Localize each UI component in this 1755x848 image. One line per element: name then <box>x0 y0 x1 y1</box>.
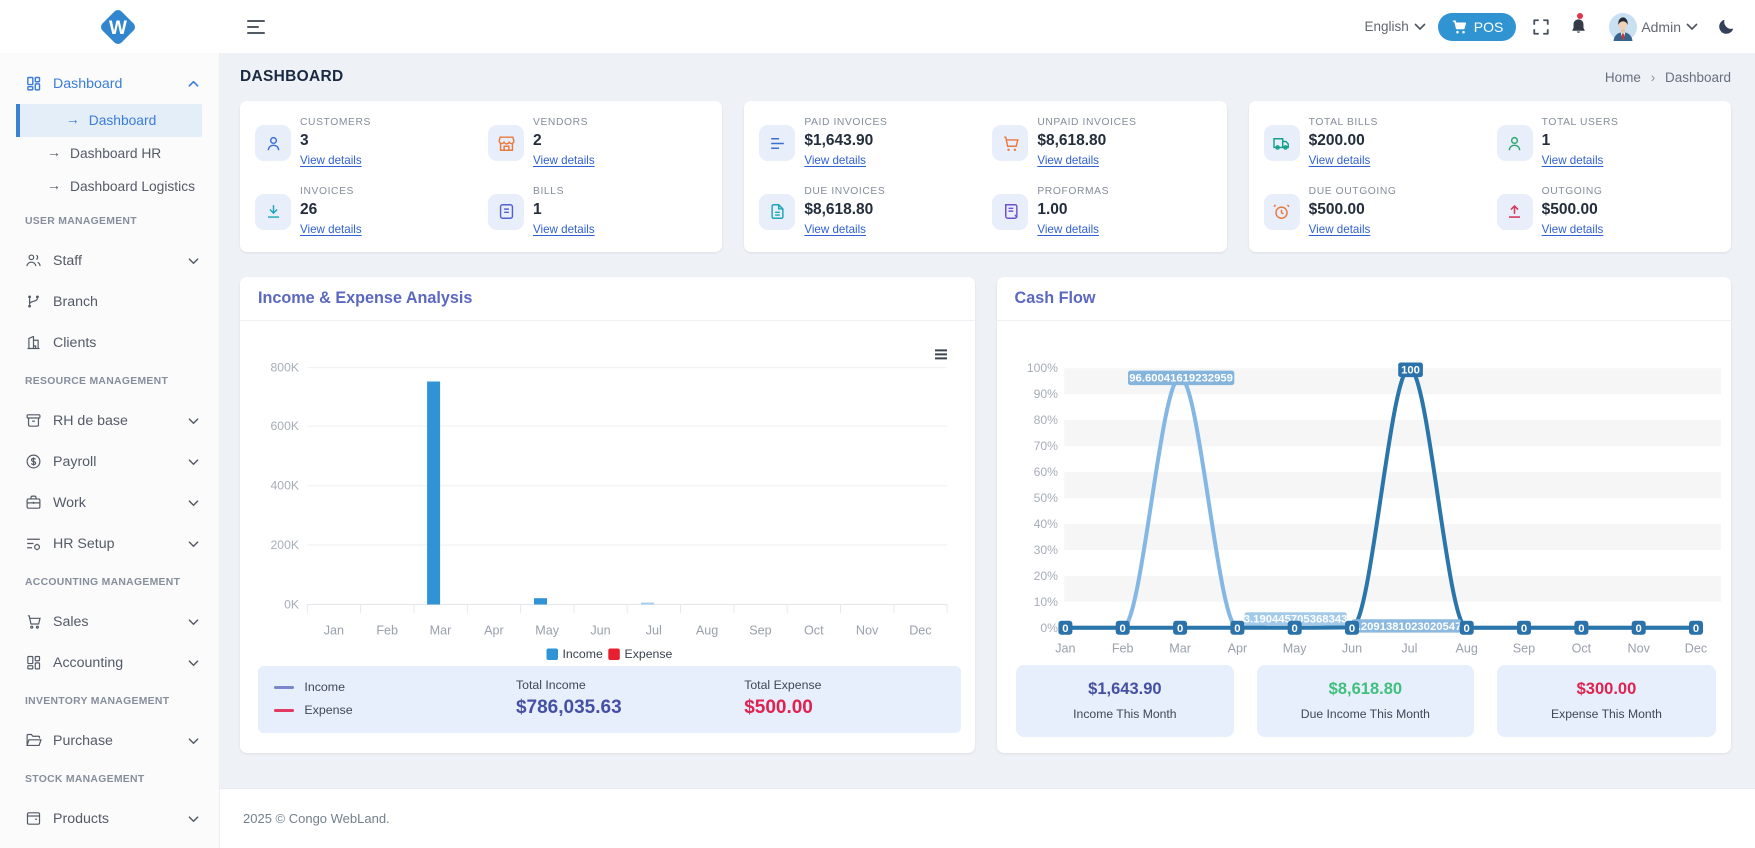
svg-text:Nov: Nov <box>856 624 879 638</box>
svg-text:May: May <box>1282 642 1306 656</box>
svg-text:Jun: Jun <box>590 624 610 638</box>
svg-text:Aug: Aug <box>1455 642 1477 656</box>
svg-text:Jun: Jun <box>1341 642 1361 656</box>
svg-text:0K: 0K <box>284 597 299 611</box>
svg-text:96.60041619232959: 96.60041619232959 <box>1129 373 1233 385</box>
svg-text:90%: 90% <box>1033 387 1058 401</box>
svg-text:0: 0 <box>1635 623 1641 635</box>
svg-text:800K: 800K <box>271 361 299 375</box>
svg-text:100%: 100% <box>1026 361 1057 375</box>
svg-text:0.2091381023020547: 0.2091381023020547 <box>1351 621 1461 633</box>
svg-text:Jul: Jul <box>646 624 662 638</box>
svg-text:Sep: Sep <box>749 624 771 638</box>
svg-text:70%: 70% <box>1033 439 1058 453</box>
svg-text:3.190445705368343: 3.190445705368343 <box>1243 614 1347 626</box>
svg-text:0: 0 <box>1520 623 1526 635</box>
svg-text:0: 0 <box>1234 623 1240 635</box>
svg-text:100: 100 <box>1401 365 1420 377</box>
svg-text:Feb: Feb <box>1111 642 1133 656</box>
svg-text:200K: 200K <box>271 538 299 552</box>
svg-text:0: 0 <box>1463 623 1469 635</box>
svg-text:Apr: Apr <box>1227 642 1247 656</box>
svg-text:Sep: Sep <box>1512 642 1534 656</box>
svg-text:0: 0 <box>1119 623 1125 635</box>
svg-text:Nov: Nov <box>1627 642 1650 656</box>
svg-text:Oct: Oct <box>1571 642 1591 656</box>
svg-text:Aug: Aug <box>696 624 718 638</box>
svg-text:20%: 20% <box>1033 569 1058 583</box>
svg-text:10%: 10% <box>1033 595 1058 609</box>
svg-text:Jan: Jan <box>1055 642 1075 656</box>
svg-text:30%: 30% <box>1033 543 1058 557</box>
svg-text:0: 0 <box>1578 623 1584 635</box>
svg-text:Mar: Mar <box>1169 642 1191 656</box>
svg-text:Jan: Jan <box>324 624 344 638</box>
svg-text:Oct: Oct <box>804 624 824 638</box>
svg-text:50%: 50% <box>1033 491 1058 505</box>
svg-text:May: May <box>535 624 559 638</box>
svg-text:600K: 600K <box>271 419 299 433</box>
svg-text:60%: 60% <box>1033 465 1058 479</box>
svg-text:Dec: Dec <box>909 624 931 638</box>
svg-text:80%: 80% <box>1033 413 1058 427</box>
svg-text:Feb: Feb <box>376 624 398 638</box>
svg-text:0: 0 <box>1062 623 1068 635</box>
svg-text:0: 0 <box>1176 623 1182 635</box>
svg-text:0: 0 <box>1348 623 1354 635</box>
svg-text:Jul: Jul <box>1401 642 1417 656</box>
svg-text:Dec: Dec <box>1684 642 1706 656</box>
svg-text:0%: 0% <box>1040 621 1058 635</box>
svg-text:Mar: Mar <box>430 624 452 638</box>
svg-text:Apr: Apr <box>484 624 504 638</box>
svg-text:Expense: Expense <box>625 647 673 661</box>
svg-text:400K: 400K <box>271 479 299 493</box>
svg-text:Income: Income <box>563 647 603 661</box>
svg-text:40%: 40% <box>1033 517 1058 531</box>
svg-text:W: W <box>109 18 127 39</box>
svg-text:0: 0 <box>1291 623 1297 635</box>
svg-text:0: 0 <box>1692 623 1698 635</box>
